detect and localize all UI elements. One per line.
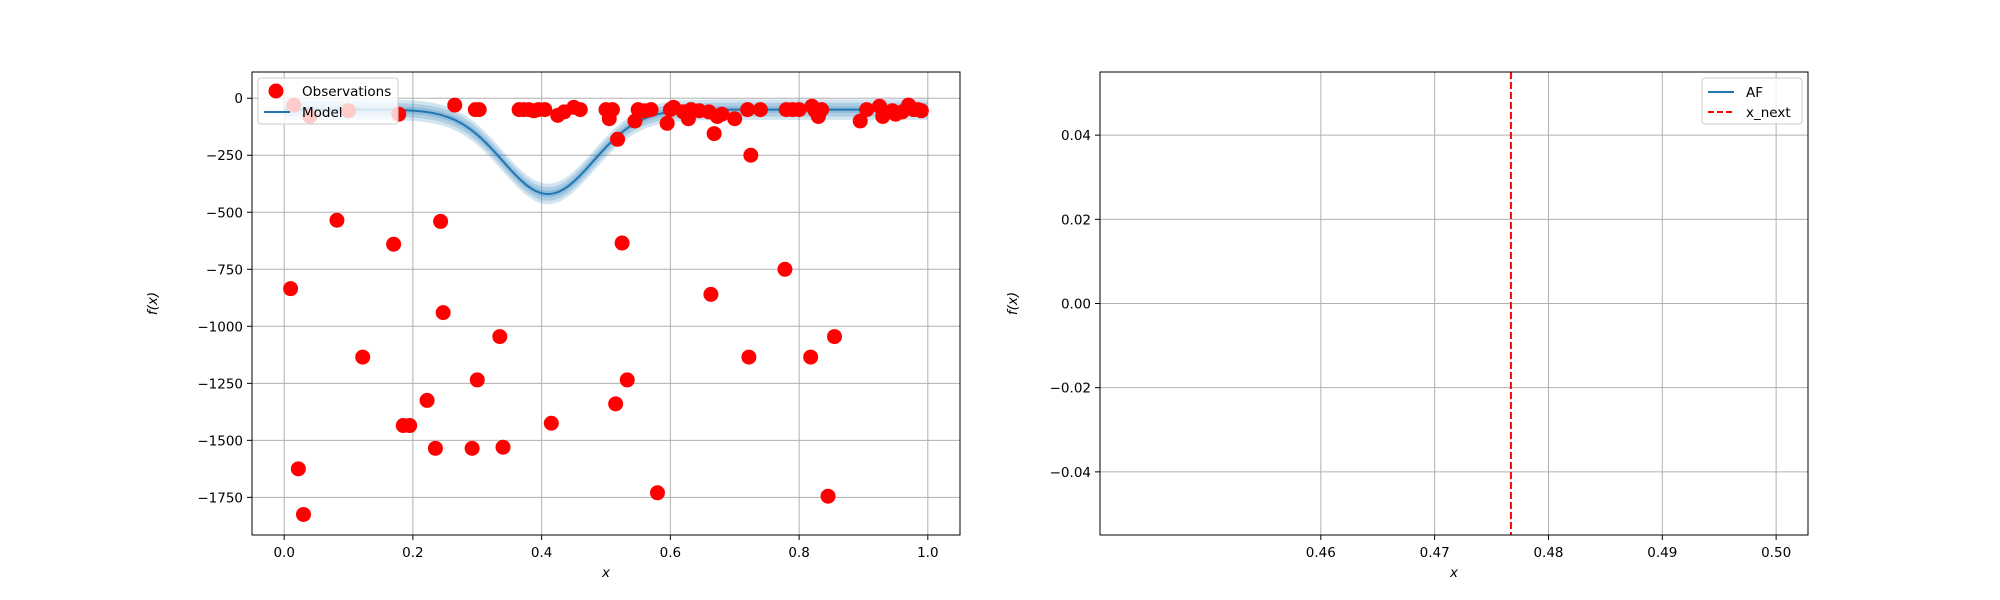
observation-point bbox=[427, 440, 443, 456]
right-y-axis-label: f(x) bbox=[1005, 292, 1021, 315]
observation-point bbox=[752, 102, 768, 118]
observation-point bbox=[740, 102, 756, 118]
observation-point bbox=[820, 488, 836, 504]
observation-point bbox=[703, 286, 719, 302]
left-xtick-label: 0.2 bbox=[402, 545, 423, 561]
left-ytick-label: −750 bbox=[206, 262, 243, 278]
left-ytick-label: −250 bbox=[206, 148, 243, 164]
right-y-ticks: 0.04 0.02 0.00 −0.02 −0.04 bbox=[1050, 128, 1100, 481]
observation-point bbox=[492, 329, 508, 345]
left-y-axis-label: f(x) bbox=[145, 292, 161, 315]
right-ytick-label: 0.02 bbox=[1061, 212, 1091, 228]
model-uncertainty-bands bbox=[284, 99, 928, 205]
observation-point bbox=[791, 102, 807, 118]
observation-points bbox=[283, 97, 929, 522]
observation-point bbox=[469, 372, 485, 388]
right-ytick-label: −0.02 bbox=[1050, 381, 1091, 397]
observation-point bbox=[402, 418, 418, 434]
right-xtick-label: 0.49 bbox=[1647, 545, 1677, 561]
observation-point bbox=[743, 147, 759, 163]
legend-x-next-label: x_next bbox=[1746, 105, 1791, 121]
right-legend: AF x_next bbox=[1701, 77, 1803, 125]
observation-point bbox=[741, 349, 757, 365]
right-x-ticks: 0.46 0.47 0.48 0.49 0.50 bbox=[1306, 535, 1791, 561]
left-legend: Observations Model bbox=[257, 77, 399, 125]
observation-point bbox=[537, 102, 553, 118]
left-gridlines bbox=[252, 72, 960, 535]
observation-point bbox=[355, 349, 371, 365]
observation-point bbox=[614, 235, 630, 251]
observation-point bbox=[608, 396, 624, 412]
observation-point bbox=[826, 329, 842, 345]
left-xtick-label: 1.0 bbox=[917, 545, 938, 561]
right-x-axis-label: x bbox=[1449, 565, 1459, 581]
observation-point bbox=[295, 506, 311, 522]
observation-point bbox=[471, 102, 487, 118]
observation-point bbox=[706, 126, 722, 142]
observation-point bbox=[433, 213, 449, 229]
observation-point bbox=[543, 415, 559, 431]
observation-point bbox=[852, 113, 868, 129]
observation-point bbox=[447, 97, 463, 113]
observation-point bbox=[329, 212, 345, 228]
observation-point bbox=[727, 111, 743, 127]
right-xtick-label: 0.47 bbox=[1420, 545, 1450, 561]
left-ytick-label: −500 bbox=[206, 205, 243, 221]
right-ytick-label: 0.04 bbox=[1061, 128, 1091, 144]
left-x-ticks: 0.0 0.2 0.4 0.6 0.8 1.0 bbox=[273, 535, 939, 561]
observation-point bbox=[814, 102, 830, 118]
observation-point bbox=[659, 115, 675, 131]
left-chart-panel: 0.0 0.2 0.4 0.6 0.8 1.0 0 −250 −500 −750 −1000 −12… bbox=[145, 71, 961, 581]
left-axes-frame bbox=[251, 71, 961, 536]
observation-point bbox=[777, 261, 793, 277]
observation-point bbox=[913, 103, 929, 119]
left-ytick-label: 0 bbox=[234, 91, 243, 107]
left-legend-box bbox=[257, 77, 399, 125]
right-chart-panel: 0.46 0.47 0.48 0.49 0.50 0.04 0.02 0.00 −0.02 −0… bbox=[1005, 71, 1809, 581]
right-ytick-label: 0.00 bbox=[1061, 297, 1091, 313]
left-ytick-label: −1750 bbox=[197, 490, 243, 506]
left-xtick-label: 0.0 bbox=[273, 545, 294, 561]
legend-observations-marker bbox=[268, 83, 284, 99]
observation-point bbox=[464, 440, 480, 456]
observation-point bbox=[627, 113, 643, 129]
observation-point bbox=[435, 305, 451, 321]
right-xtick-label: 0.50 bbox=[1761, 545, 1791, 561]
left-ytick-label: −1000 bbox=[197, 319, 243, 335]
legend-af-label: AF bbox=[1746, 85, 1763, 101]
legend-observations-label: Observations bbox=[302, 84, 391, 100]
observation-point bbox=[610, 131, 626, 147]
left-ytick-label: −1500 bbox=[197, 433, 243, 449]
left-xtick-label: 0.8 bbox=[788, 545, 809, 561]
observation-point bbox=[859, 102, 875, 118]
left-y-ticks: 0 −250 −500 −750 −1000 −1250 −1500 −1750 bbox=[197, 91, 252, 506]
observation-point bbox=[290, 461, 306, 477]
observation-point bbox=[643, 102, 659, 118]
observation-point bbox=[604, 102, 620, 118]
model-uncertainty-band bbox=[284, 99, 928, 205]
right-xtick-label: 0.48 bbox=[1533, 545, 1563, 561]
right-gridlines bbox=[1100, 72, 1808, 535]
observation-point bbox=[714, 106, 730, 122]
observation-point bbox=[386, 236, 402, 252]
legend-model-label: Model bbox=[302, 105, 343, 121]
right-ytick-label: −0.04 bbox=[1050, 465, 1091, 481]
left-x-axis-label: x bbox=[601, 565, 611, 581]
model-uncertainty-band bbox=[284, 102, 928, 201]
observation-point bbox=[803, 349, 819, 365]
left-xtick-label: 0.6 bbox=[660, 545, 681, 561]
observation-point bbox=[419, 392, 435, 408]
observation-point bbox=[572, 102, 588, 118]
left-ytick-label: −1250 bbox=[197, 376, 243, 392]
right-xtick-label: 0.46 bbox=[1306, 545, 1336, 561]
observation-point bbox=[283, 281, 299, 297]
observation-point bbox=[495, 439, 511, 455]
observation-point bbox=[619, 372, 635, 388]
left-xtick-label: 0.4 bbox=[531, 545, 552, 561]
observation-point bbox=[649, 485, 665, 501]
